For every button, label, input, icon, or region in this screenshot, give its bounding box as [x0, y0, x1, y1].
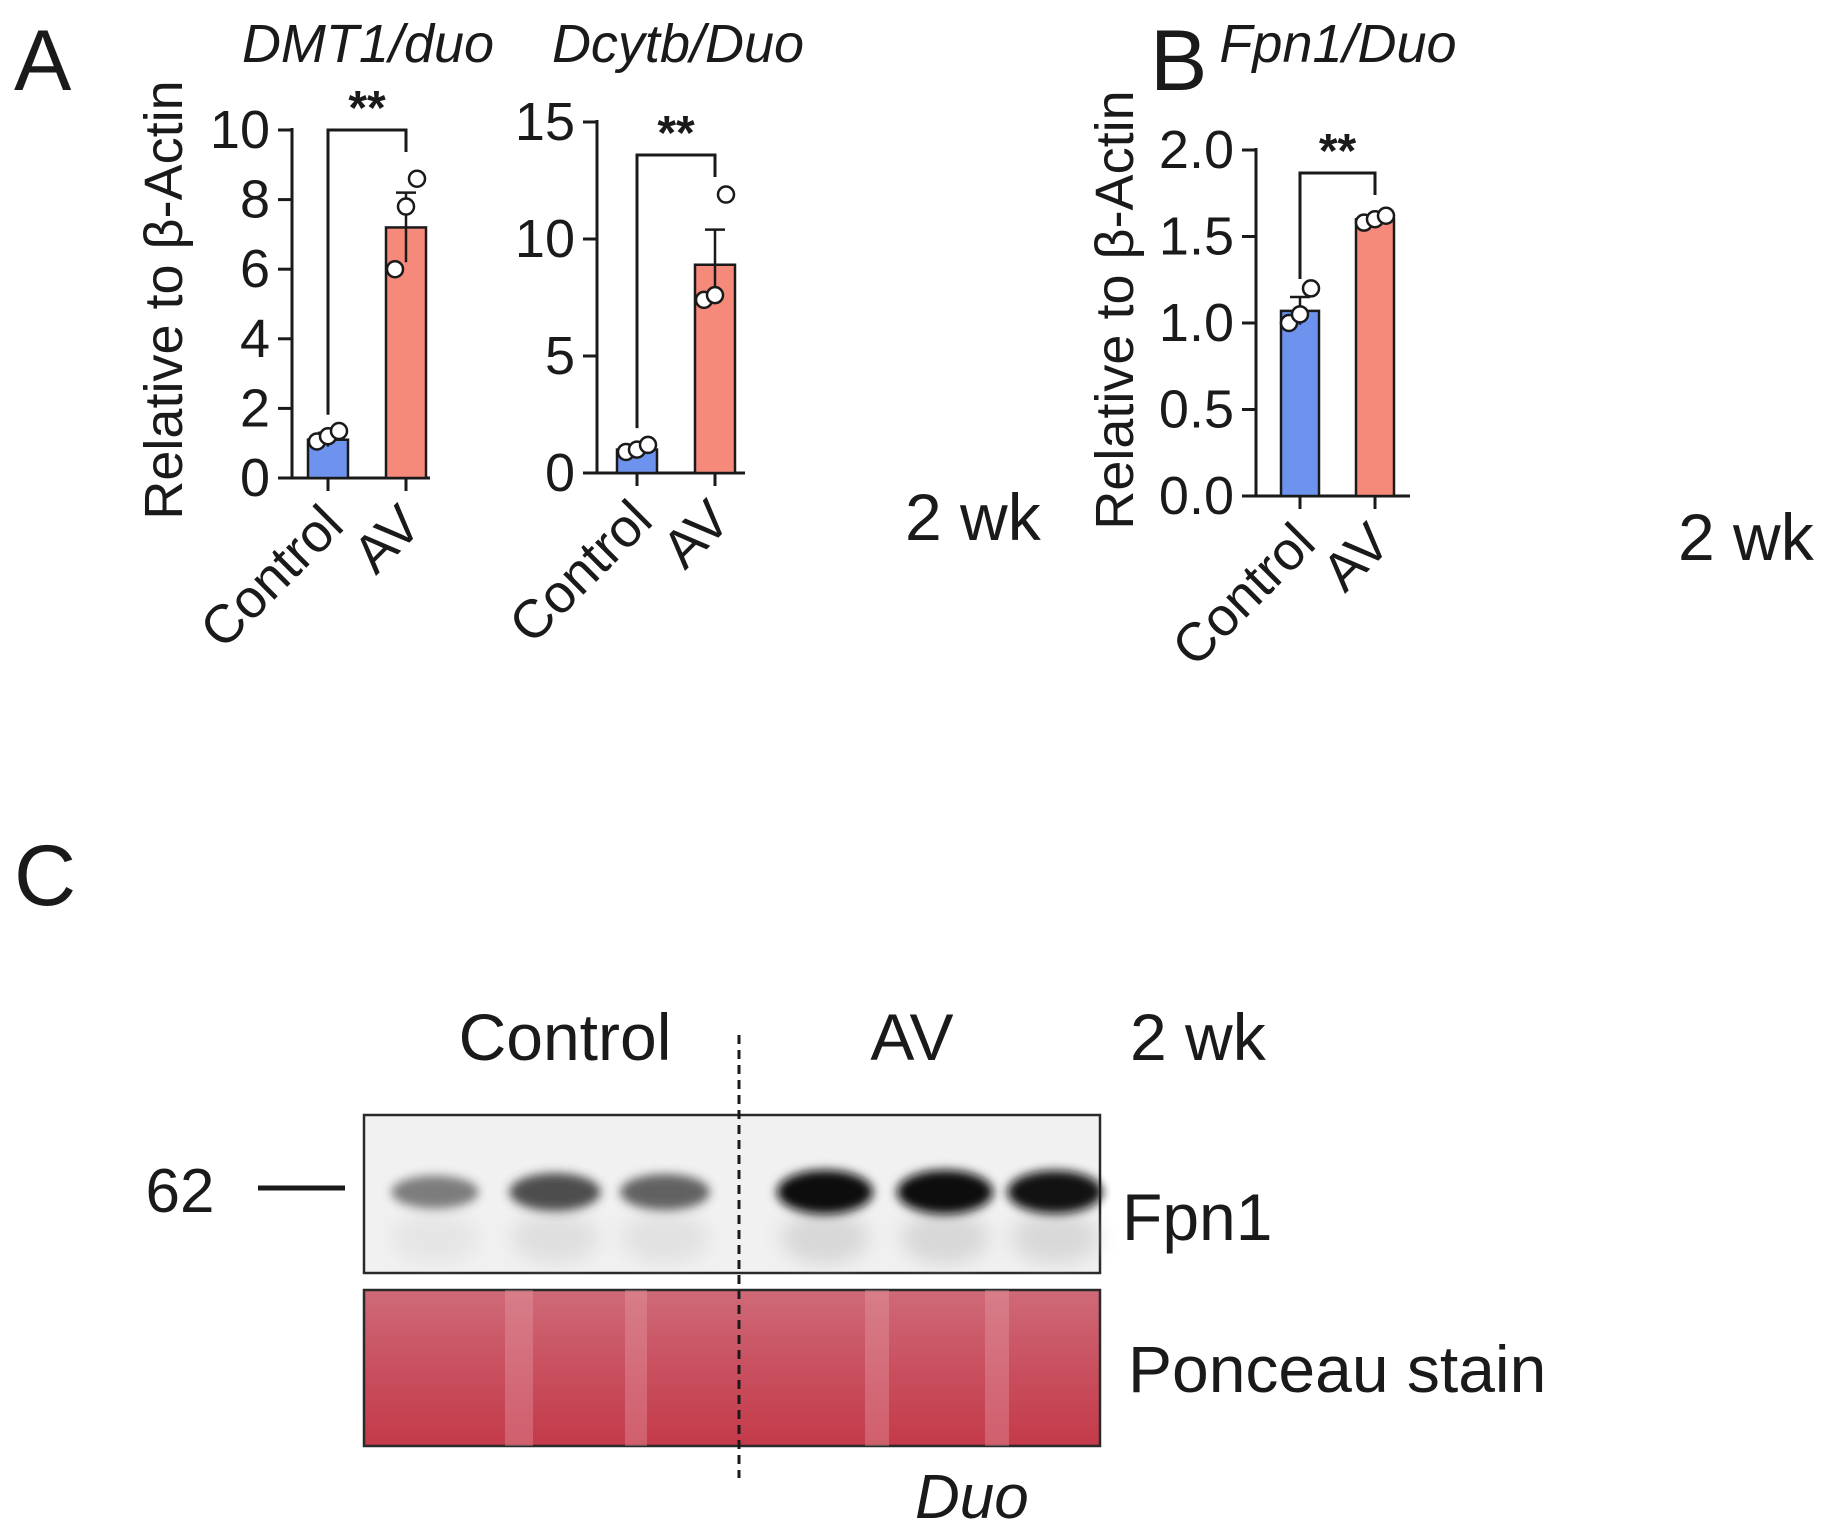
y-tick-label: 10	[515, 209, 575, 269]
chart-fpn1: Fpn1/Duo Relative to β-Actin 0.0 0.5 1.0 1.5 2…	[1085, 14, 1815, 678]
chart-title: DMT1/duo	[242, 14, 494, 74]
y-tick-label: 2	[240, 378, 270, 438]
blot-band	[897, 1170, 993, 1214]
blot-band	[620, 1174, 710, 1210]
blot-tissue-label: Duo	[915, 1463, 1029, 1532]
ponceau-lane-streaks	[505, 1290, 1009, 1446]
y-tick-label: 4	[240, 309, 270, 369]
y-axis-label: Relative to β-Actin	[1085, 90, 1145, 529]
category-label: AV	[651, 489, 742, 580]
category-label: AV	[342, 494, 433, 585]
data-point	[329, 421, 349, 441]
category-label: Control	[498, 489, 664, 655]
timepoint-label: 2 wk	[905, 480, 1042, 554]
y-axis-label: Relative to β-Actin	[134, 80, 194, 519]
blot-band	[391, 1175, 479, 1209]
blot-fpn1-label: Fpn1	[1122, 1180, 1272, 1254]
chart-title: Dcytb/Duo	[552, 14, 804, 74]
chart-dmt1: DMT1/duo Relative to β-Actin 0 2 4 6 8 10 Contro…	[134, 14, 494, 660]
data-point	[396, 197, 416, 216]
panel-letter-b: B	[1150, 13, 1207, 109]
significance-stars: **	[657, 107, 695, 160]
blot-smear	[511, 1212, 599, 1264]
western-blot-panel: Control AV 2 wk 62 Fpn1 Ponceau stain Du…	[146, 1000, 1547, 1532]
category-label: Control	[189, 494, 355, 660]
blot-smear	[391, 1212, 479, 1264]
significance-bracket	[1298, 171, 1377, 280]
blot-ponceau-label: Ponceau stain	[1128, 1332, 1546, 1406]
significance-bracket	[326, 128, 408, 415]
blot-band	[1007, 1170, 1103, 1214]
category-label: Control	[1161, 512, 1327, 678]
y-tick-label: 0.5	[1159, 380, 1234, 440]
y-tick-label: 5	[545, 326, 575, 386]
blot-smear	[901, 1212, 989, 1264]
data-point	[638, 435, 658, 455]
y-tick-label: 1.0	[1159, 293, 1234, 353]
data-point	[407, 169, 427, 188]
blot-smear	[621, 1212, 709, 1264]
data-point	[1376, 206, 1396, 225]
significance-stars: **	[348, 82, 386, 135]
ponceau-background	[362, 1288, 1102, 1448]
timepoint-label: 2 wk	[1678, 500, 1815, 574]
blot-smear	[1011, 1212, 1099, 1264]
fpn1-blot-image	[362, 1113, 1103, 1275]
category-label: AV	[1311, 512, 1402, 603]
blot-group-av: AV	[870, 1000, 953, 1074]
y-tick-label: 1.5	[1159, 207, 1234, 267]
data-point	[716, 185, 736, 204]
bar-av	[1354, 217, 1396, 498]
blot-band	[509, 1173, 601, 1211]
y-tick-label: 10	[210, 100, 270, 160]
y-tick-label: 0.0	[1159, 466, 1234, 526]
blot-marker-label: 62	[146, 1157, 215, 1226]
panel-letter-c: C	[14, 828, 76, 924]
y-tick-label: 0	[545, 443, 575, 503]
blot-band	[777, 1170, 873, 1214]
bar-control	[1279, 309, 1321, 498]
fpn1-blot-bands	[391, 1170, 1103, 1264]
y-tick-label: 6	[240, 239, 270, 299]
chart-title: Fpn1/Duo	[1219, 14, 1456, 74]
y-tick-label: 15	[515, 92, 575, 152]
y-tick-label: 2.0	[1159, 120, 1234, 180]
y-tick-label: 8	[240, 170, 270, 230]
blot-smear	[781, 1212, 869, 1264]
data-point	[1290, 305, 1310, 324]
significance-bracket	[635, 153, 717, 429]
data-point	[1301, 279, 1321, 298]
significance-stars: **	[1319, 125, 1357, 178]
ponceau-stain-image	[362, 1288, 1102, 1448]
panel-letter-a: A	[14, 13, 72, 109]
y-tick-label: 0	[240, 448, 270, 508]
blot-group-control: Control	[459, 1000, 672, 1074]
data-point	[705, 285, 725, 305]
data-point	[385, 259, 405, 279]
blot-timepoint: 2 wk	[1130, 1000, 1267, 1074]
